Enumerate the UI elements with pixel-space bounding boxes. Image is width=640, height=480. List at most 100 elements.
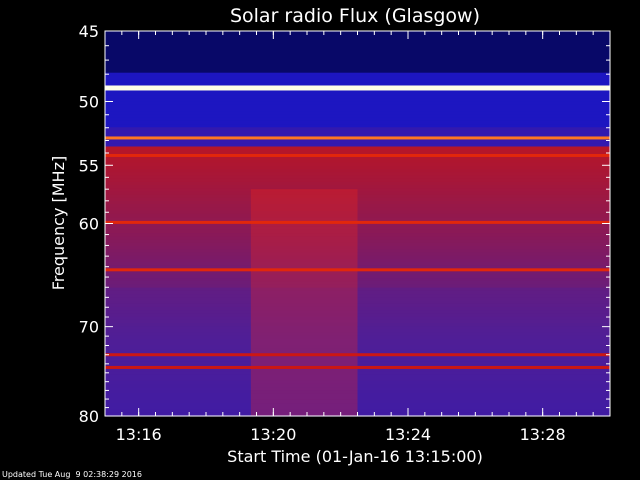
spectrum-row <box>105 348 610 353</box>
x-tick-label: 13:28 <box>520 425 566 444</box>
spectrum-row <box>105 63 610 67</box>
spectrum-row <box>105 390 610 395</box>
spectrum-row <box>105 111 610 116</box>
spectrum-row <box>105 367 610 372</box>
y-axis-ticks: 45 50 55 60 70 80 <box>79 22 610 426</box>
spectrum-row <box>105 101 610 106</box>
spectrum-row <box>105 98 610 103</box>
spectrum-row <box>105 50 610 55</box>
spectrum-row <box>105 117 610 122</box>
spectrum-row <box>105 252 610 257</box>
spectrum-row <box>105 165 610 170</box>
spectrum-row <box>105 249 610 253</box>
spectrum-row <box>105 281 610 286</box>
spectrum-row <box>105 374 610 379</box>
spectrum-row <box>105 43 610 48</box>
frequency-band <box>105 85 610 91</box>
spectrum-row <box>105 306 610 311</box>
spectrum-row <box>105 104 610 109</box>
spectrum-row <box>105 406 610 411</box>
spectrum-row <box>105 140 610 144</box>
spectrogram-image <box>105 31 610 417</box>
spectrum-row <box>105 114 610 119</box>
spectrum-row <box>105 303 610 308</box>
spectrum-row <box>105 95 610 99</box>
spectrum-row <box>105 197 610 202</box>
spectrum-row <box>105 149 610 154</box>
x-axis-ticks: 13:16 13:20 13:24 13:28 <box>116 31 594 444</box>
spectrum-row <box>105 201 610 205</box>
spectrum-row <box>105 130 610 135</box>
spectrum-row <box>105 133 610 138</box>
spectrum-row <box>105 188 610 193</box>
spectrum-row <box>105 229 610 234</box>
spectrum-row <box>105 258 610 263</box>
y-tick-label: 45 <box>79 22 99 41</box>
spectrum-row <box>105 332 610 337</box>
spectrum-row <box>105 146 610 151</box>
spectrum-row <box>105 242 610 247</box>
spectrum-row <box>105 168 610 173</box>
spectrum-row <box>105 319 610 324</box>
spectrum-row <box>105 403 610 407</box>
spectrum-row <box>105 207 610 212</box>
x-tick-label: 13:16 <box>116 425 162 444</box>
spectrum-row <box>105 53 610 58</box>
y-tick-label: 55 <box>79 156 99 175</box>
spectrum-row <box>105 287 610 292</box>
spectrum-row <box>105 191 610 196</box>
spectrum-row <box>105 175 610 180</box>
spectrum-row <box>105 217 610 221</box>
spectrum-row <box>105 82 610 87</box>
spectrum-row <box>105 124 610 128</box>
frequency-band <box>105 220 610 224</box>
spectrum-row <box>105 342 610 347</box>
x-tick-label: 13:20 <box>250 425 296 444</box>
spectrum-row <box>105 236 610 241</box>
spectrum-row <box>105 265 610 270</box>
spectrum-row <box>105 409 610 414</box>
spectrum-row <box>105 284 610 289</box>
spectrum-row <box>105 396 610 401</box>
spectrum-row <box>105 79 610 83</box>
frequency-band <box>105 268 610 272</box>
spectrum-row <box>105 120 610 125</box>
spectrum-row <box>105 185 610 189</box>
spectrum-row <box>105 290 610 295</box>
spectrum-row <box>105 91 610 96</box>
spectrum-row <box>105 399 610 404</box>
spectrum-row <box>105 271 610 276</box>
chart-title: Solar radio Flux (Glasgow) <box>230 5 480 27</box>
spectrum-row <box>105 88 610 93</box>
spectrum-row <box>105 383 610 388</box>
spectrum-row <box>105 37 610 42</box>
spectrum-row <box>105 59 610 64</box>
spectrum-row <box>105 239 610 244</box>
y-tick-label: 80 <box>79 407 99 426</box>
spectrum-row <box>105 226 610 231</box>
spectrum-row <box>105 69 610 74</box>
frequency-band <box>105 136 610 140</box>
spectrum-row <box>105 47 610 51</box>
spectrum-row <box>105 56 610 61</box>
spectrum-row <box>105 300 610 305</box>
spectrum-row <box>105 127 610 132</box>
spectrum-row <box>105 40 610 45</box>
spectrum-row <box>105 210 610 215</box>
x-tick-label: 13:24 <box>385 425 431 444</box>
spectrum-row <box>105 339 610 343</box>
spectrum-row <box>105 297 610 302</box>
spectrum-row <box>105 380 610 385</box>
spectrum-row <box>105 108 610 112</box>
spectrum-row <box>105 329 610 334</box>
spectrum-row <box>105 393 610 398</box>
spectrum-row <box>105 316 610 321</box>
spectrum-row <box>105 181 610 186</box>
spectrum-row <box>105 387 610 391</box>
y-tick-label: 60 <box>79 215 99 234</box>
spectrum-row <box>105 223 610 228</box>
spectrum-row <box>105 355 610 359</box>
enhanced-emission-region <box>250 189 358 416</box>
updated-timestamp: Updated Tue Aug 9 02:38:29 2016 <box>2 470 142 479</box>
